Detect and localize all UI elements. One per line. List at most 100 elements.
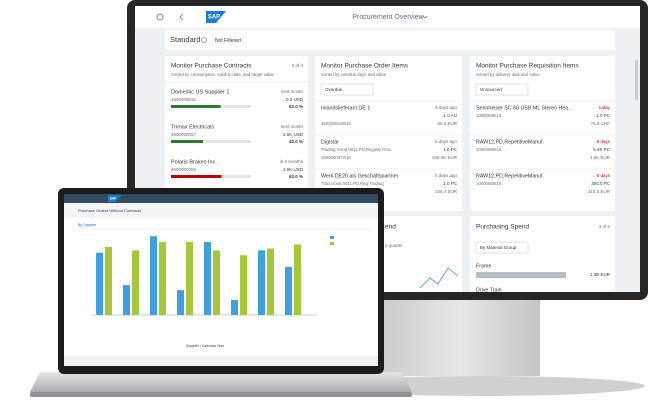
- bar: [105, 246, 112, 315]
- bar: [132, 250, 139, 315]
- dropdown-value: Unsourced: [480, 87, 502, 92]
- shell-bar: [135, 6, 640, 28]
- legend-swatch: [330, 242, 334, 245]
- item-id: 4600000067: [171, 132, 197, 137]
- laptop-edge: [30, 392, 412, 397]
- laptop-footer: [64, 356, 378, 366]
- item-date: -5 days: [595, 139, 611, 144]
- item-due: next month: [281, 124, 304, 129]
- card-subtitle: Sorted by consumption, valid-to date, an…: [171, 72, 275, 77]
- item-number: 4500000372/10: [321, 155, 351, 160]
- item-value: 0.0 USD: [286, 97, 304, 102]
- item-name: Frame: [476, 263, 491, 269]
- item-name: RAW12,PD,RepetitiveManuf.: [476, 139, 544, 145]
- item-percent: 62.0 %: [289, 104, 303, 109]
- sap-logo: [206, 11, 226, 23]
- card-title: Monitor Purchase Contracts: [171, 63, 252, 70]
- item-value: 50.0 EUR: [437, 121, 457, 126]
- item-value: 1.6K EUR: [590, 155, 611, 160]
- item-value: 1.3B EUR: [590, 272, 611, 277]
- laptop-chart: Supplier / Calendar Year: [96, 236, 301, 348]
- item-value: 2.5K USD: [283, 132, 304, 137]
- bar: [177, 290, 184, 315]
- item-value: 256.0K EUR: [432, 155, 458, 160]
- progress-track: [171, 140, 251, 143]
- legend-swatch: [330, 236, 334, 239]
- laptop-logo: [108, 195, 122, 202]
- item-name: Polaris Brakes Inc.: [171, 159, 217, 165]
- dropdown-value: Overdue: [325, 87, 343, 92]
- laptop-screen: [64, 194, 378, 366]
- item-name: Trimax Electricals: [171, 124, 214, 130]
- bar: [96, 252, 103, 315]
- bar: [150, 236, 157, 315]
- item-name: Sennheiser SC 60 USB ML Stereo Hea...: [476, 105, 573, 111]
- bar: [267, 248, 274, 315]
- card-title: Monitor Purchase Order Items: [321, 63, 409, 70]
- spend-bar: [476, 272, 566, 278]
- item-name: Werk DE20 als Geschäftspartner: [321, 173, 399, 179]
- item-name: Digistar: [321, 139, 339, 145]
- monitor-stand: [380, 296, 540, 376]
- monitor: SAP Procurement Overview Standard Not Fi…: [127, 0, 648, 396]
- dropdown[interactable]: [475, 241, 529, 254]
- bar: [204, 241, 211, 315]
- card-subtitle: y quarter: [385, 243, 403, 248]
- bar: [285, 266, 292, 315]
- dropdown[interactable]: [320, 83, 374, 96]
- item-name: Drive Train: [476, 287, 502, 293]
- laptop-base: [30, 372, 412, 392]
- item-name: Inlandslieferant DE 1: [321, 105, 370, 111]
- item-date: 5 days ago: [435, 139, 458, 144]
- card-count: 3 of 6: [599, 224, 611, 229]
- item-quantity: 300.0 PC: [591, 181, 611, 186]
- card-count: 3 of 4: [292, 63, 304, 68]
- app-title[interactable]: Procurement Overview: [352, 14, 424, 21]
- title-arrow: [422, 15, 428, 19]
- back-icon[interactable]: [179, 13, 184, 21]
- card[interactable]: [470, 216, 615, 292]
- x-axis-title: Supplier / Calendar Year: [186, 344, 225, 348]
- item-number: 10000686/10: [476, 147, 502, 152]
- item-quantity: 1.0 PC: [443, 147, 458, 152]
- laptop: SAP Purchase Orders Without Contracts By…: [30, 188, 412, 397]
- item-date: -5 days: [595, 173, 611, 178]
- laptop-logo-text: SAP: [110, 197, 117, 201]
- item-quantity: 1.0 PC: [443, 181, 458, 186]
- laptop-subheader: [64, 203, 378, 218]
- item-quantity: 1.0 AU: [443, 113, 457, 118]
- item-value: 315.0 EUR: [588, 189, 611, 194]
- bar: [213, 250, 220, 315]
- trend-line: [419, 267, 459, 289]
- header-bar: [165, 30, 615, 50]
- card[interactable]: [470, 56, 615, 211]
- home-icon[interactable]: [156, 13, 164, 21]
- card-title: Monitor Purchase Requisition Items: [476, 63, 579, 70]
- item-date: 5 days ago: [435, 105, 458, 110]
- item-quantity: 5.4K PC: [593, 147, 611, 152]
- card-title: Purchasing Spend: [476, 224, 530, 231]
- card-subtitle: Sorted by overdue days and value: [321, 72, 387, 77]
- item-date: today: [599, 105, 611, 110]
- filter-status: Not Filtered: [215, 38, 241, 44]
- variant[interactable]: Standard: [170, 35, 200, 44]
- item-value: 76.5 CHF: [591, 121, 611, 126]
- bar: [186, 241, 193, 315]
- item-percent: 40.0 %: [289, 139, 303, 144]
- card[interactable]: [315, 56, 462, 211]
- laptop-title: Purchase Orders Without Contracts: [78, 208, 141, 213]
- variant-arrow[interactable]: [201, 37, 207, 43]
- progress-bar: [171, 105, 221, 108]
- view-select[interactable]: By Supplier: [78, 223, 97, 227]
- card-subtitle: Sorted by delivery date and value: [476, 72, 540, 77]
- item-due: next month: [281, 89, 304, 94]
- scrollbar[interactable]: [635, 60, 638, 100]
- dropdown[interactable]: [475, 83, 529, 96]
- item-percent: 63.0 %: [289, 174, 303, 179]
- logo-text: SAP: [208, 15, 220, 21]
- item-number: 4500008108/10: [321, 121, 351, 126]
- item-quantity: 1.0 PC: [596, 113, 611, 118]
- card[interactable]: [165, 56, 308, 206]
- bar: [123, 285, 130, 315]
- item-due: in 6 months: [280, 159, 304, 164]
